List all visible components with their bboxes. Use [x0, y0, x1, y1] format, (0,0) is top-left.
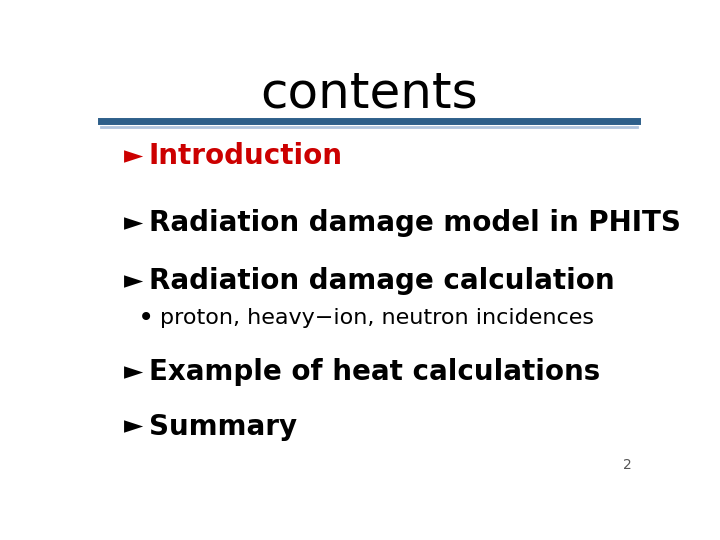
Text: ►: ►: [124, 144, 143, 168]
Text: Introduction: Introduction: [148, 142, 343, 170]
Text: Summary: Summary: [148, 413, 297, 441]
Text: ►: ►: [124, 269, 143, 293]
Text: ►: ►: [124, 415, 143, 438]
Text: Example of heat calculations: Example of heat calculations: [148, 359, 600, 387]
Text: 2: 2: [623, 458, 631, 472]
Text: ►: ►: [124, 361, 143, 384]
Text: contents: contents: [260, 70, 478, 118]
Text: Radiation damage model in PHITS: Radiation damage model in PHITS: [148, 209, 680, 237]
Text: •: •: [138, 305, 153, 333]
Text: Radiation damage calculation: Radiation damage calculation: [148, 267, 614, 295]
Text: proton, heavy−ion, neutron incidences: proton, heavy−ion, neutron incidences: [160, 308, 594, 328]
Text: ►: ►: [124, 211, 143, 235]
